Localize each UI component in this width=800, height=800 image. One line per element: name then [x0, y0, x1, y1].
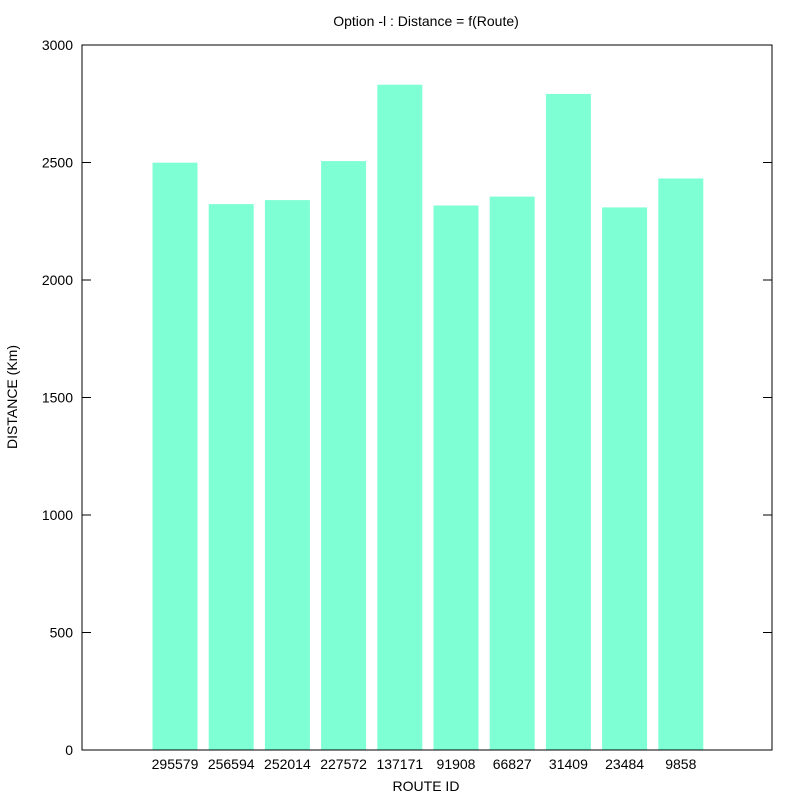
x-tick-label: 91908: [437, 756, 476, 772]
x-tick-label: 137171: [376, 756, 423, 772]
bar-91908: [433, 205, 479, 750]
y-tick-label: 500: [50, 625, 74, 641]
bar-31409: [545, 93, 591, 750]
x-axis-label: ROUTE ID: [393, 778, 460, 794]
bars-group: [152, 84, 704, 751]
x-tick-label: 66827: [493, 756, 532, 772]
bar-23484: [602, 207, 648, 750]
y-tick-label: 2500: [42, 155, 73, 171]
bar-227572: [321, 161, 367, 751]
x-tick-label: 256594: [208, 756, 255, 772]
bar-295579: [152, 162, 198, 750]
x-tick-label: 227572: [320, 756, 367, 772]
y-tick-label: 2000: [42, 272, 73, 288]
bar-137171: [377, 84, 423, 750]
chart-title: Option -l : Distance = f(Route): [333, 13, 519, 29]
y-tick-label: 0: [65, 742, 73, 758]
x-tick-label: 295579: [152, 756, 199, 772]
y-tick-label: 1500: [42, 390, 73, 406]
y-tick-label: 3000: [42, 37, 73, 53]
x-tick-label: 23484: [605, 756, 644, 772]
bar-66827: [489, 196, 535, 751]
y-axis-ticks: 0 500 1000 1500 2000 2500 3000: [42, 37, 772, 758]
bar-256594: [208, 204, 254, 751]
plot-frame: [81, 44, 773, 751]
bar-252014: [264, 200, 310, 751]
y-axis-label: DISTANCE (Km): [4, 345, 20, 449]
x-tick-label: 9858: [665, 756, 696, 772]
bar-9858: [658, 178, 704, 750]
y-tick-label: 1000: [42, 507, 73, 523]
x-tick-label: 31409: [549, 756, 588, 772]
x-tick-label: 252014: [264, 756, 311, 772]
x-axis-ticks: 295579 256594 252014 227572 137171 91908 66827…: [152, 756, 697, 772]
